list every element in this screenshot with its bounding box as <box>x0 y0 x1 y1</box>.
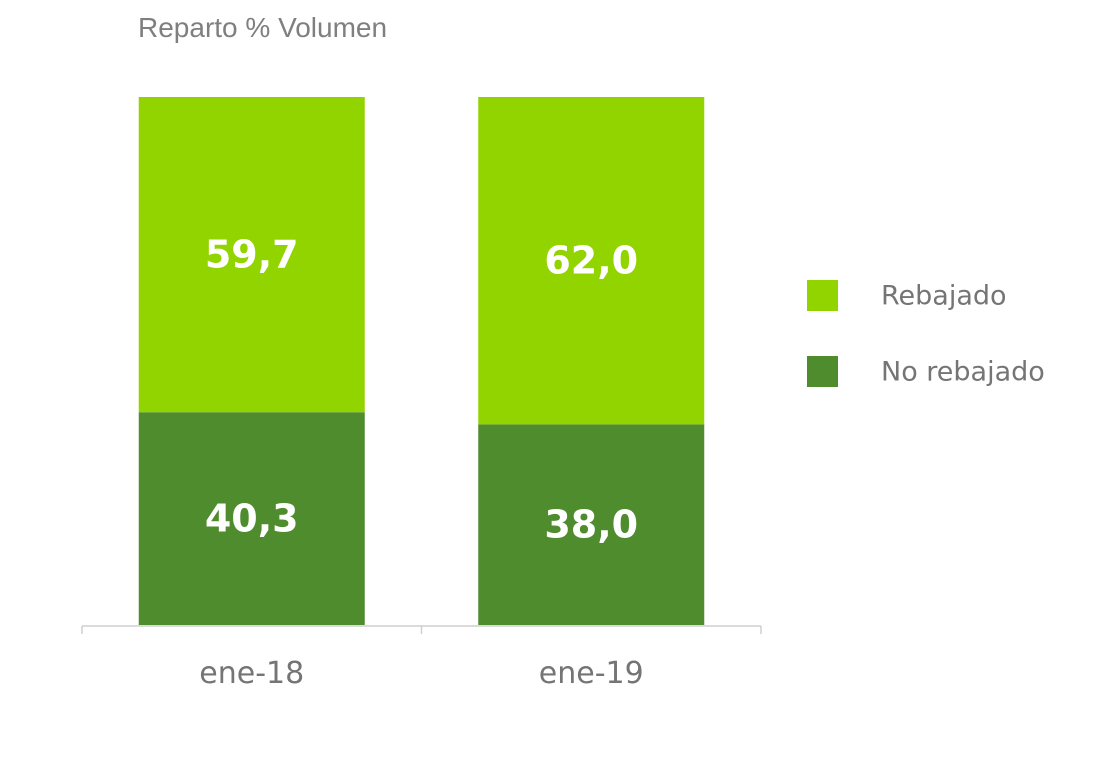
bar-rebajado-ene-18 <box>138 97 365 413</box>
x-tick-label-ene-18: ene-18 <box>199 656 304 691</box>
chart-title: Reparto % Volumen <box>138 12 388 43</box>
data-label-no-rebajado-ene-18: 40,3 <box>205 497 299 541</box>
legend-swatch-rebajado <box>807 280 838 311</box>
data-label-rebajado-ene-19: 62,0 <box>544 239 638 283</box>
data-label-no-rebajado-ene-19: 38,0 <box>544 503 638 547</box>
bar-no-rebajado-ene-18 <box>138 412 365 625</box>
legend-label-no-rebajado: No rebajado <box>881 357 1045 388</box>
bar-rebajado-ene-19 <box>478 97 705 425</box>
data-label-rebajado-ene-18: 59,7 <box>205 233 299 277</box>
bar-no-rebajado-ene-19 <box>478 424 705 625</box>
x-tick-label-ene-19: ene-19 <box>539 656 644 691</box>
legend-swatch-no-rebajado <box>807 356 838 387</box>
legend-label-rebajado: Rebajado <box>881 281 1007 312</box>
